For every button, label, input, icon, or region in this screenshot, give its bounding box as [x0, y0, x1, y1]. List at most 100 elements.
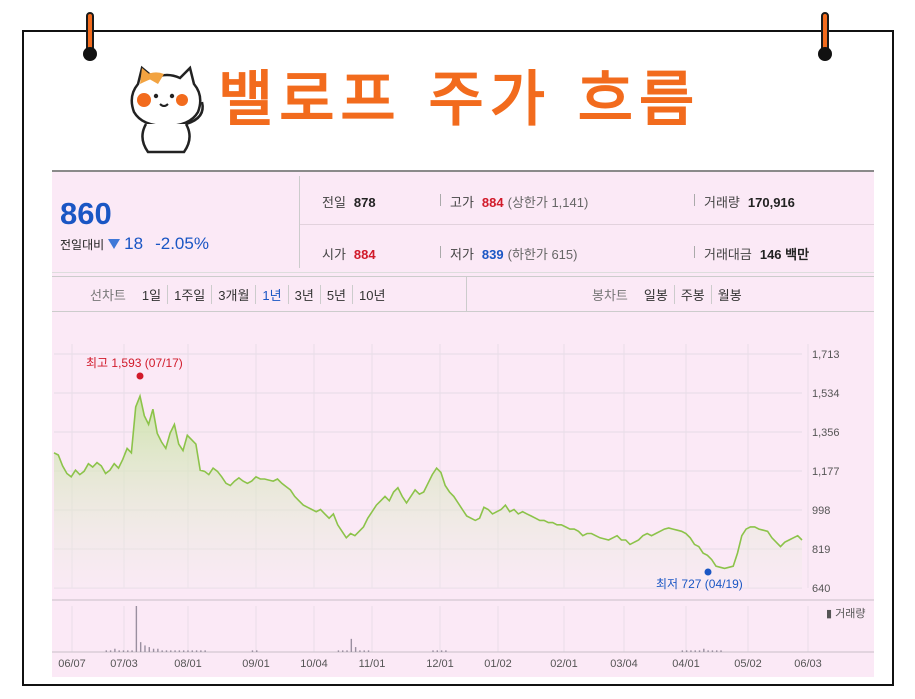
- day-low: 저가 839 (하한가 615): [450, 247, 578, 262]
- line-period-tab[interactable]: 1일: [141, 287, 162, 303]
- candle-period-tab[interactable]: 월봉: [710, 284, 748, 304]
- line-period-tab[interactable]: 3개월: [211, 284, 255, 304]
- quote-sep: [694, 194, 695, 206]
- volume-bar: [363, 650, 365, 652]
- line-chart-label: 선차트: [90, 287, 126, 303]
- volume-bar: [139, 642, 142, 652]
- volume-bar: [703, 648, 705, 652]
- right-pin: [818, 47, 832, 61]
- x-tick-label: 02/01: [550, 658, 578, 670]
- volume-bar: [122, 650, 125, 652]
- x-tick-label: 09/01: [242, 658, 270, 670]
- quote-divider: [299, 176, 300, 268]
- volume-bar: [354, 647, 357, 652]
- chart-period-tabs: 선차트 1일 1주일 3개월 1년 3년 5년 10년 봉차트 일봉 주봉 월봉: [52, 276, 874, 312]
- x-tick-label: 10/04: [300, 658, 328, 670]
- x-tick-label: 04/01: [672, 658, 700, 670]
- volume-bar: [114, 648, 116, 652]
- quote-sep: [440, 246, 441, 258]
- candle-chart-label: 봉차트: [592, 287, 628, 303]
- volume-bar: [690, 650, 692, 652]
- day-high: 고가 884 (상한가 1,141): [450, 195, 589, 210]
- triangle-down-icon: [108, 239, 121, 249]
- volume-bar: [694, 650, 696, 652]
- volume-bar: [187, 650, 189, 652]
- low-annotation: 최저 727 (04/19): [656, 577, 743, 591]
- y-tick-label: 819: [812, 544, 830, 556]
- low-marker: [704, 568, 712, 576]
- quote-summary: 860 전일대비 18 -2.05% 전일 878 고가 884 (상한가 1,141…: [52, 172, 874, 273]
- volume-bar: [152, 648, 155, 652]
- volume-bar: [342, 650, 344, 652]
- volume-bar: [105, 650, 107, 652]
- prev-close: 전일 878: [322, 195, 376, 210]
- high-annotation: 최고 1,593 (07/17): [86, 356, 183, 370]
- change-line: 전일대비 18 -2.05%: [60, 234, 209, 254]
- volume-bar: [685, 650, 688, 652]
- line-period-tab[interactable]: 1주일: [167, 284, 211, 304]
- tab-divider: [466, 277, 467, 311]
- volume-bar: [195, 650, 198, 652]
- volume-bar: [359, 650, 361, 652]
- quote-row-divider: [300, 224, 874, 225]
- x-tick-label: 06/07: [58, 658, 86, 670]
- volume-bar: [707, 650, 709, 652]
- x-tick-label: 08/01: [174, 658, 202, 670]
- line-period-tab[interactable]: 5년: [319, 284, 352, 304]
- change-percent: -2.05%: [155, 234, 209, 253]
- y-tick-label: 1,356: [812, 427, 840, 439]
- y-tick-label: 1,713: [812, 349, 840, 361]
- volume-bar: [127, 650, 129, 652]
- volume-bar: [256, 650, 258, 652]
- x-tick-label: 12/01: [426, 658, 454, 670]
- volume-bar: [445, 650, 447, 652]
- left-pin: [83, 47, 97, 61]
- line-chart-tabs: 선차트 1일 1주일 3개월 1년 3년 5년 10년: [90, 277, 391, 311]
- volume-bar: [350, 638, 353, 652]
- volume-bar: [716, 650, 718, 652]
- volume-bar: [135, 606, 138, 652]
- y-tick-label: 640: [812, 583, 830, 595]
- current-price: 860: [60, 196, 112, 231]
- volume-bar: [698, 650, 701, 652]
- volume-bar: [681, 650, 684, 652]
- line-period-tab[interactable]: 10년: [352, 284, 391, 304]
- volume-bar: [161, 650, 163, 652]
- volume-bar: [711, 650, 714, 652]
- price-chart: 1,713 1,534 1,356 1,177 998 819 640 06/07 07/03 0…: [52, 344, 874, 670]
- volume-label: ▮ 거래량: [826, 607, 865, 620]
- candle-period-tab[interactable]: 주봉: [673, 284, 711, 304]
- volume-bar: [204, 650, 206, 652]
- line-period-tab[interactable]: 1년: [255, 284, 287, 304]
- volume-bar: [432, 650, 434, 652]
- change-label: 전일대비: [60, 237, 105, 252]
- trade-amount: 거래대금 146 백만: [704, 247, 810, 262]
- x-tick-label: 05/02: [734, 658, 762, 670]
- price-line: [53, 393, 803, 570]
- quote-sep: [694, 246, 695, 258]
- y-tick-label: 1,177: [812, 466, 840, 478]
- volume-bar: [337, 650, 340, 652]
- open-price: 시가 884: [322, 247, 376, 262]
- volume-bar: [109, 650, 112, 652]
- y-tick-label: 1,534: [812, 388, 840, 400]
- price-area: [54, 396, 802, 588]
- x-tick-label: 11/01: [359, 658, 386, 670]
- volume-bar: [251, 650, 254, 652]
- volume-bar: [720, 650, 722, 652]
- volume-bar: [436, 650, 438, 652]
- volume-bar: [174, 650, 176, 652]
- x-tick-label: 07/03: [110, 658, 138, 670]
- volume-bar: [346, 650, 348, 652]
- candle-chart-tabs: 봉차트 일봉 주봉 월봉: [592, 277, 748, 311]
- candle-period-tab[interactable]: 일봉: [643, 287, 668, 303]
- quote-sep: [440, 194, 441, 206]
- volume-bar: [440, 650, 443, 652]
- line-period-tab[interactable]: 3년: [287, 284, 320, 304]
- volume-bar: [118, 650, 120, 652]
- volume-bar: [131, 650, 133, 652]
- volume-bar: [191, 650, 193, 652]
- volume-bar: [148, 647, 150, 652]
- volume-bar: [165, 650, 168, 652]
- volume-bar: [200, 650, 202, 652]
